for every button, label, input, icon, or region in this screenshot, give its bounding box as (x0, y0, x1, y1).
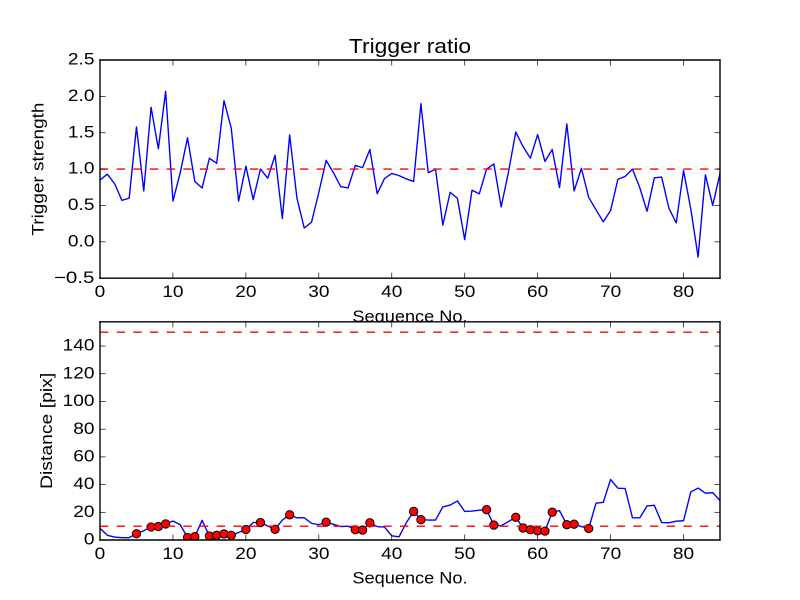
svg-text:10: 10 (162, 282, 183, 301)
svg-text:80: 80 (673, 282, 694, 301)
svg-text:20: 20 (73, 502, 94, 521)
svg-text:10: 10 (162, 544, 183, 563)
svg-text:50: 50 (454, 544, 475, 563)
svg-text:0.0: 0.0 (68, 231, 95, 250)
svg-text:20: 20 (235, 544, 256, 563)
svg-text:140: 140 (63, 336, 95, 355)
svg-text:Distance [pix]: Distance [pix] (37, 373, 56, 489)
svg-text:30: 30 (308, 282, 329, 301)
svg-text:70: 70 (600, 282, 621, 301)
svg-text:1.0: 1.0 (68, 159, 95, 178)
svg-text:0: 0 (95, 282, 106, 301)
svg-text:2.5: 2.5 (68, 50, 95, 69)
svg-text:80: 80 (73, 419, 94, 438)
svg-text:40: 40 (381, 544, 402, 563)
svg-text:2.0: 2.0 (68, 86, 95, 105)
svg-text:1.5: 1.5 (68, 122, 95, 141)
svg-text:120: 120 (63, 363, 95, 382)
svg-text:50: 50 (454, 282, 475, 301)
svg-text:60: 60 (527, 544, 548, 563)
svg-text:60: 60 (73, 446, 94, 465)
svg-text:70: 70 (600, 544, 621, 563)
svg-text:80: 80 (673, 544, 694, 563)
svg-text:Trigger strength: Trigger strength (29, 103, 48, 236)
svg-text:Trigger ratio: Trigger ratio (349, 36, 471, 58)
svg-text:Sequence No.: Sequence No. (352, 569, 467, 588)
svg-text:40: 40 (381, 282, 402, 301)
svg-text:0: 0 (84, 530, 95, 549)
svg-text:30: 30 (308, 544, 329, 563)
svg-text:20: 20 (235, 282, 256, 301)
svg-text:0.5: 0.5 (68, 195, 95, 214)
svg-text:−0.5: −0.5 (54, 268, 94, 287)
svg-text:40: 40 (73, 474, 94, 493)
svg-text:100: 100 (63, 391, 95, 410)
svg-text:60: 60 (527, 282, 548, 301)
svg-text:0: 0 (95, 544, 106, 563)
